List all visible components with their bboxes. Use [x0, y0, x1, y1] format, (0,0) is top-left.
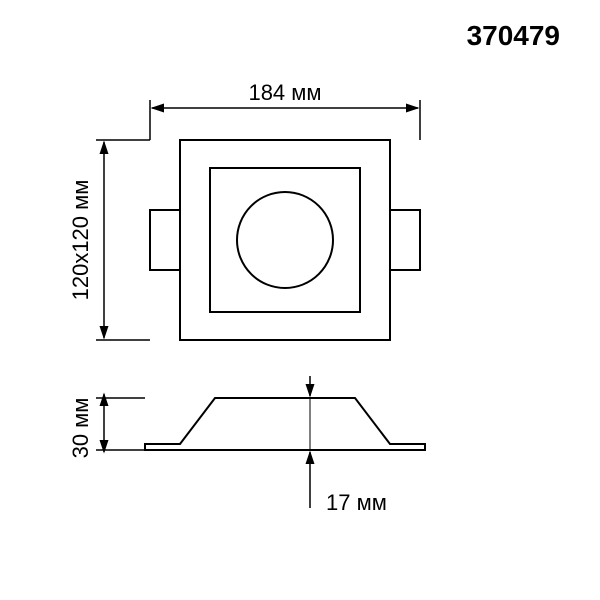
- side-view: [145, 398, 425, 450]
- technical-drawing: 184 мм 120х120 мм 30 мм 17 мм: [0, 0, 600, 600]
- width-label: 184 мм: [248, 80, 321, 105]
- product-code: 370479: [467, 20, 560, 52]
- inner-depth-label: 17 мм: [326, 490, 387, 515]
- dimension-width: 184 мм: [150, 80, 420, 140]
- dimension-height: 30 мм: [68, 394, 145, 458]
- height-label: 30 мм: [68, 398, 93, 459]
- dimension-cutout: 120х120 мм: [68, 140, 150, 340]
- dimension-inner-depth: 17 мм: [310, 376, 387, 515]
- cutout-label: 120х120 мм: [68, 180, 93, 301]
- top-view: [150, 140, 420, 340]
